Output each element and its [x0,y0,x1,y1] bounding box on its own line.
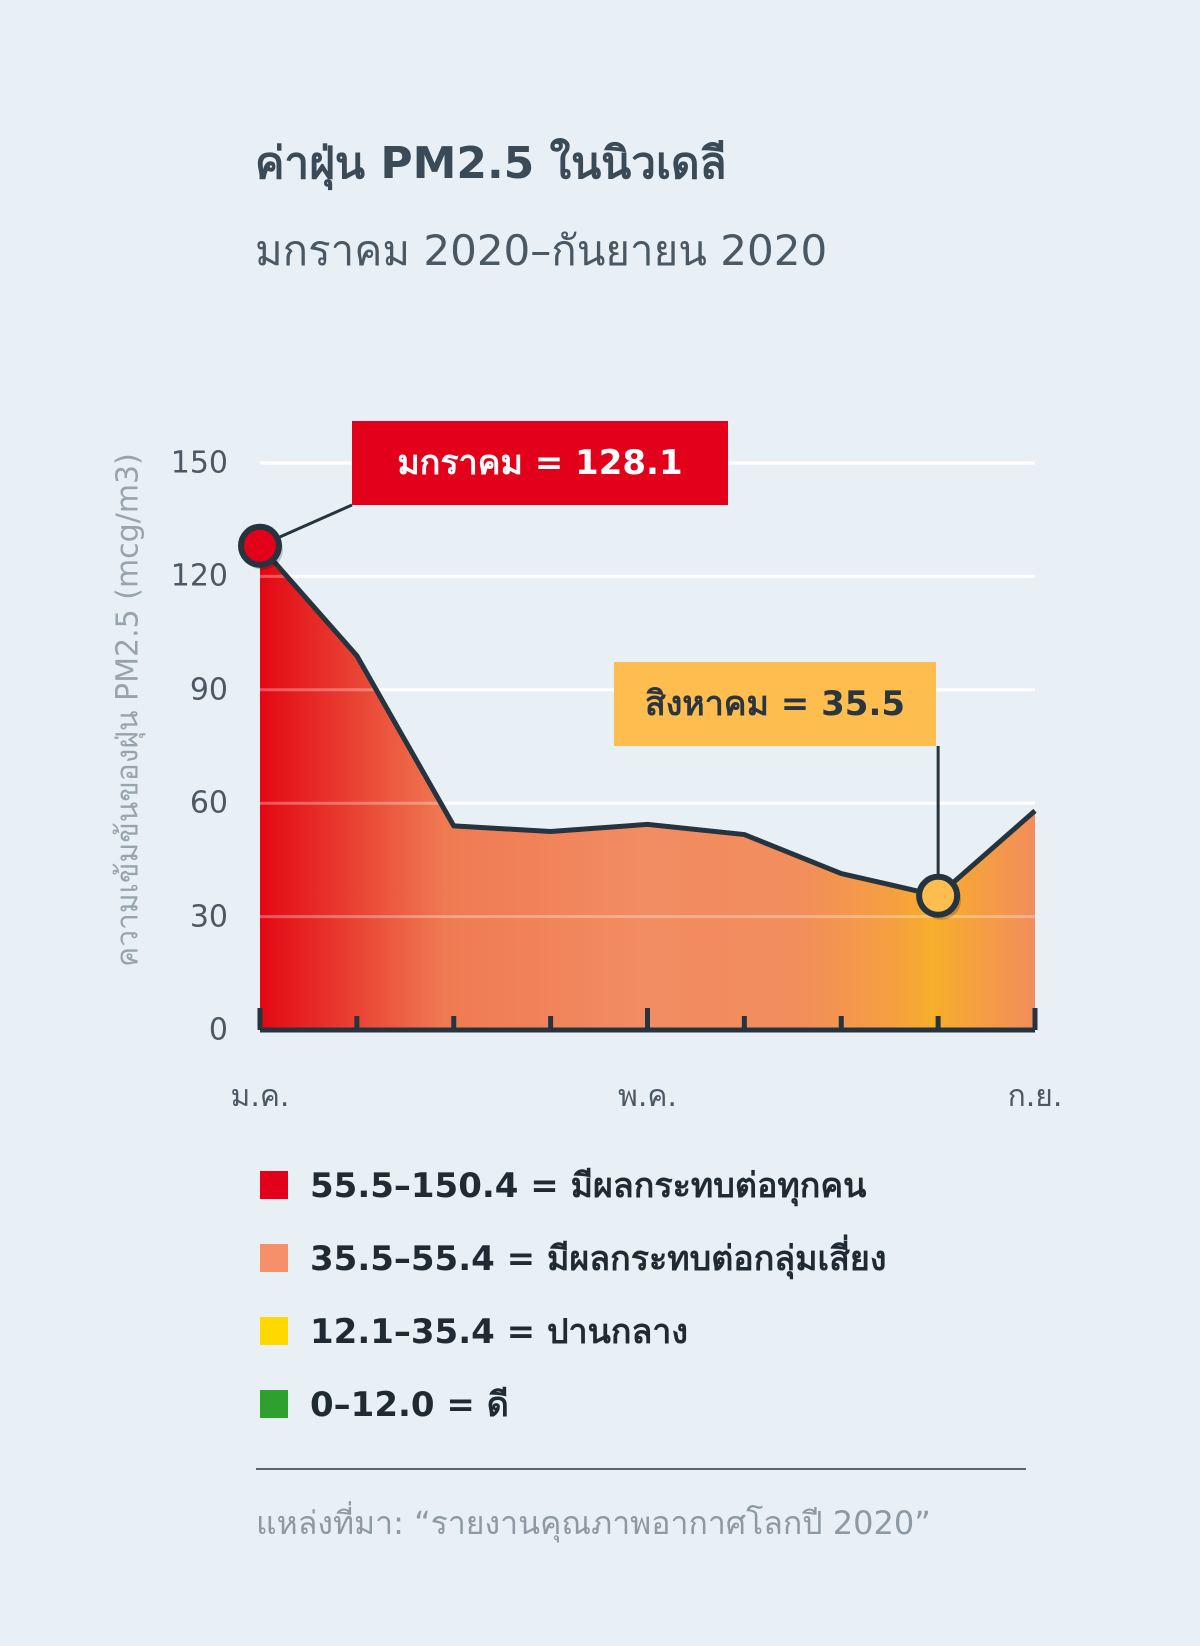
highlight-marker [916,873,961,918]
y-tick-label: 150 [170,445,228,481]
legend-swatch [260,1171,288,1199]
legend-label: 12.1–35.4 = ปานกลาง [310,1312,688,1352]
annotation-box [352,421,728,505]
x-tick-label: พ.ค. [618,1079,677,1114]
legend-swatch [260,1244,288,1272]
divider [256,1468,1026,1470]
legend-item: 35.5–55.4 = มีผลกระทบต่อกลุ่มเสี่ยง [260,1231,886,1285]
highlight-marker [238,523,282,568]
y-tick-label: 90 [189,672,228,708]
y-tick-label: 30 [189,899,228,935]
legend-swatch [260,1390,288,1418]
chart-title: ค่าฝุ่น PM2.5 ในนิวเดลี [255,138,727,189]
legend-item: 12.1–35.4 = ปานกลาง [260,1304,688,1358]
series-line [258,544,1037,899]
legend-item: 55.5–150.4 = มีผลกระทบต่อทุกคน [260,1158,866,1212]
annotation-box [614,662,936,746]
area-fill [260,545,1035,1030]
x-tick-label: ก.ย. [1007,1079,1063,1114]
legend-label: 35.5–55.4 = มีผลกระทบต่อกลุ่มเสี่ยง [310,1239,887,1279]
legend-label: 0–12.0 = ดี [310,1385,509,1425]
y-tick-label: 0 [208,1012,228,1048]
source-note: แหล่งที่มา: “รายงานคุณภาพอากาศโลกปี 2020… [256,1504,931,1542]
y-tick-label: 120 [170,558,228,594]
legend-label: 55.5–150.4 = มีผลกระทบต่อทุกคน [310,1166,867,1206]
x-tick-label: ม.ค. [230,1079,290,1114]
legend-swatch [260,1317,288,1345]
y-tick-label: 60 [189,785,228,821]
annotation-label: มกราคม = 128.1 [397,443,683,483]
chart-subtitle: มกราคม 2020–กันยายน 2020 [255,226,828,275]
legend-item: 0–12.0 = ดี [260,1377,509,1431]
annotation-label: สิงหาคม = 35.5 [644,684,906,724]
